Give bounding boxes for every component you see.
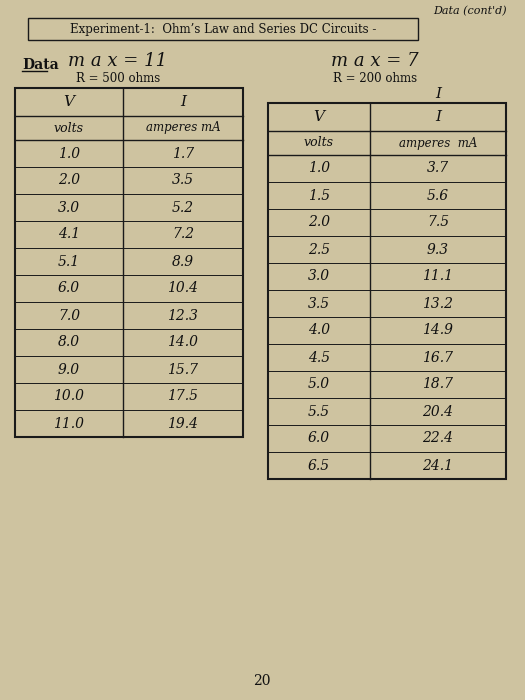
Text: volts: volts: [304, 136, 334, 150]
Text: amperes mA: amperes mA: [146, 122, 220, 134]
Text: 2.0: 2.0: [308, 216, 330, 230]
Text: I: I: [435, 87, 441, 101]
Text: 3.5: 3.5: [308, 297, 330, 311]
Bar: [268, 103, 506, 479]
Text: 5.0: 5.0: [308, 377, 330, 391]
Text: 19.4: 19.4: [167, 416, 198, 430]
Text: 3.0: 3.0: [308, 270, 330, 284]
Text: 14.9: 14.9: [423, 323, 454, 337]
Text: m a x = 7: m a x = 7: [331, 52, 419, 70]
Text: 6.5: 6.5: [308, 458, 330, 472]
Text: 5.6: 5.6: [427, 188, 449, 202]
Text: 6.0: 6.0: [308, 431, 330, 445]
Text: volts: volts: [54, 122, 84, 134]
Text: Data: Data: [22, 58, 59, 72]
Text: I: I: [180, 95, 186, 109]
Text: 4.5: 4.5: [308, 351, 330, 365]
Text: 12.3: 12.3: [167, 309, 198, 323]
Text: 18.7: 18.7: [423, 377, 454, 391]
Text: V: V: [313, 110, 324, 124]
Text: 3.5: 3.5: [172, 174, 194, 188]
Text: 1.7: 1.7: [172, 146, 194, 160]
Text: 2.5: 2.5: [308, 242, 330, 256]
Text: 4.0: 4.0: [308, 323, 330, 337]
Text: 20.4: 20.4: [423, 405, 454, 419]
Text: 10.0: 10.0: [54, 389, 85, 403]
Text: 1.5: 1.5: [308, 188, 330, 202]
Text: 15.7: 15.7: [167, 363, 198, 377]
Text: amperes  mA: amperes mA: [399, 136, 477, 150]
Bar: [15, 88, 243, 437]
Text: 5.5: 5.5: [308, 405, 330, 419]
Text: 6.0: 6.0: [58, 281, 80, 295]
Text: 16.7: 16.7: [423, 351, 454, 365]
Text: 8.0: 8.0: [58, 335, 80, 349]
Text: R = 500 ohms: R = 500 ohms: [76, 72, 160, 85]
Text: 5.1: 5.1: [58, 255, 80, 269]
Text: 17.5: 17.5: [167, 389, 198, 403]
Bar: [28, 18, 418, 40]
Text: 11.1: 11.1: [423, 270, 454, 284]
Text: 22.4: 22.4: [423, 431, 454, 445]
Text: 7.5: 7.5: [427, 216, 449, 230]
Text: 9.3: 9.3: [427, 242, 449, 256]
Text: 1.0: 1.0: [308, 162, 330, 176]
Text: 3.0: 3.0: [58, 200, 80, 214]
Text: 13.2: 13.2: [423, 297, 454, 311]
Text: 11.0: 11.0: [54, 416, 85, 430]
Text: 1.0: 1.0: [58, 146, 80, 160]
Text: Experiment-1:  Ohm’s Law and Series DC Circuits -: Experiment-1: Ohm’s Law and Series DC Ci…: [70, 22, 376, 36]
Text: 2.0: 2.0: [58, 174, 80, 188]
Text: 14.0: 14.0: [167, 335, 198, 349]
Text: V: V: [64, 95, 75, 109]
Text: R = 200 ohms: R = 200 ohms: [333, 72, 417, 85]
Text: m a x = 11: m a x = 11: [68, 52, 167, 70]
Text: 5.2: 5.2: [172, 200, 194, 214]
Text: 7.0: 7.0: [58, 309, 80, 323]
Text: I: I: [435, 110, 441, 124]
Text: Data (cont'd): Data (cont'd): [433, 6, 507, 16]
Text: 20: 20: [253, 674, 271, 688]
Text: 3.7: 3.7: [427, 162, 449, 176]
Text: 8.9: 8.9: [172, 255, 194, 269]
Text: 4.1: 4.1: [58, 228, 80, 241]
Text: 24.1: 24.1: [423, 458, 454, 472]
Text: 9.0: 9.0: [58, 363, 80, 377]
Text: 10.4: 10.4: [167, 281, 198, 295]
Text: 7.2: 7.2: [172, 228, 194, 241]
